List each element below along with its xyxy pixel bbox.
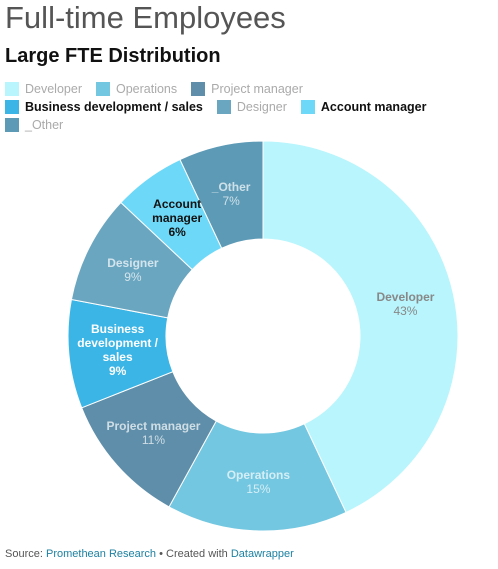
slice-value: 15%	[246, 481, 271, 496]
credit-label: • Created with	[159, 548, 228, 560]
slice-label: Business development / sales 9%	[68, 322, 168, 378]
slice-value: 9%	[108, 363, 127, 378]
slice-label: Developer 43%	[355, 290, 455, 318]
slice-value: 9%	[124, 269, 142, 284]
legend-item: Designer	[216, 99, 287, 115]
source-label: Source:	[5, 548, 43, 560]
legend-swatch	[191, 82, 206, 96]
legend-item: Developer	[5, 81, 82, 97]
legend-item: _Other	[5, 117, 63, 133]
slice-name: Project manager	[106, 418, 201, 433]
slice-name: Designer	[107, 255, 159, 270]
donut-slice	[179, 140, 264, 249]
chart-subtitle: Large FTE Distribution	[5, 45, 221, 67]
slice-value: 43%	[393, 304, 418, 319]
legend-item: Project manager	[191, 81, 303, 97]
legend-item: Operations	[95, 81, 178, 97]
legend-label: Operations	[115, 82, 178, 96]
legend-item: Account manager	[300, 99, 427, 115]
legend-label: _Other	[25, 118, 64, 132]
legend-label: Developer	[25, 82, 82, 96]
credit-link[interactable]: Datawrapper	[230, 548, 294, 560]
slice-label: _Other 7%	[181, 180, 281, 208]
chart-title: Full-time Employees	[5, 0, 286, 35]
slice-value: 11%	[141, 432, 166, 447]
legend-swatch	[300, 100, 315, 114]
slice-name: Operations	[226, 467, 291, 482]
slice-name: Business development / sales	[77, 321, 158, 364]
legend-item: Business development / sales	[5, 99, 203, 115]
legend-swatch	[5, 118, 19, 132]
legend-swatch	[5, 100, 19, 114]
footer: Source: Promethean Research • Created wi…	[5, 548, 294, 560]
slice-name: _Other	[211, 179, 251, 194]
legend: Developer Operations Project manager Busine…	[5, 81, 495, 133]
slice-label: Designer 9%	[83, 256, 183, 284]
source-link[interactable]: Promethean Research	[45, 548, 157, 560]
legend-label: Designer	[236, 100, 287, 114]
legend-label: Business development / sales	[25, 100, 203, 114]
legend-swatch	[95, 82, 110, 96]
slice-value: 6%	[168, 224, 186, 239]
donut-slice	[262, 140, 459, 514]
slice-label: Project manager 11%	[103, 419, 203, 447]
legend-label: Project manager	[211, 82, 303, 96]
legend-swatch	[216, 100, 231, 114]
slice-label: Account manager 6%	[127, 197, 227, 239]
slice-name: Developer	[376, 290, 435, 305]
slice-label: Operations 15%	[208, 468, 308, 496]
legend-label: Account manager	[320, 100, 427, 114]
slice-value: 7%	[222, 193, 240, 208]
legend-swatch	[5, 82, 19, 96]
slice-name: Account manager	[152, 196, 203, 225]
